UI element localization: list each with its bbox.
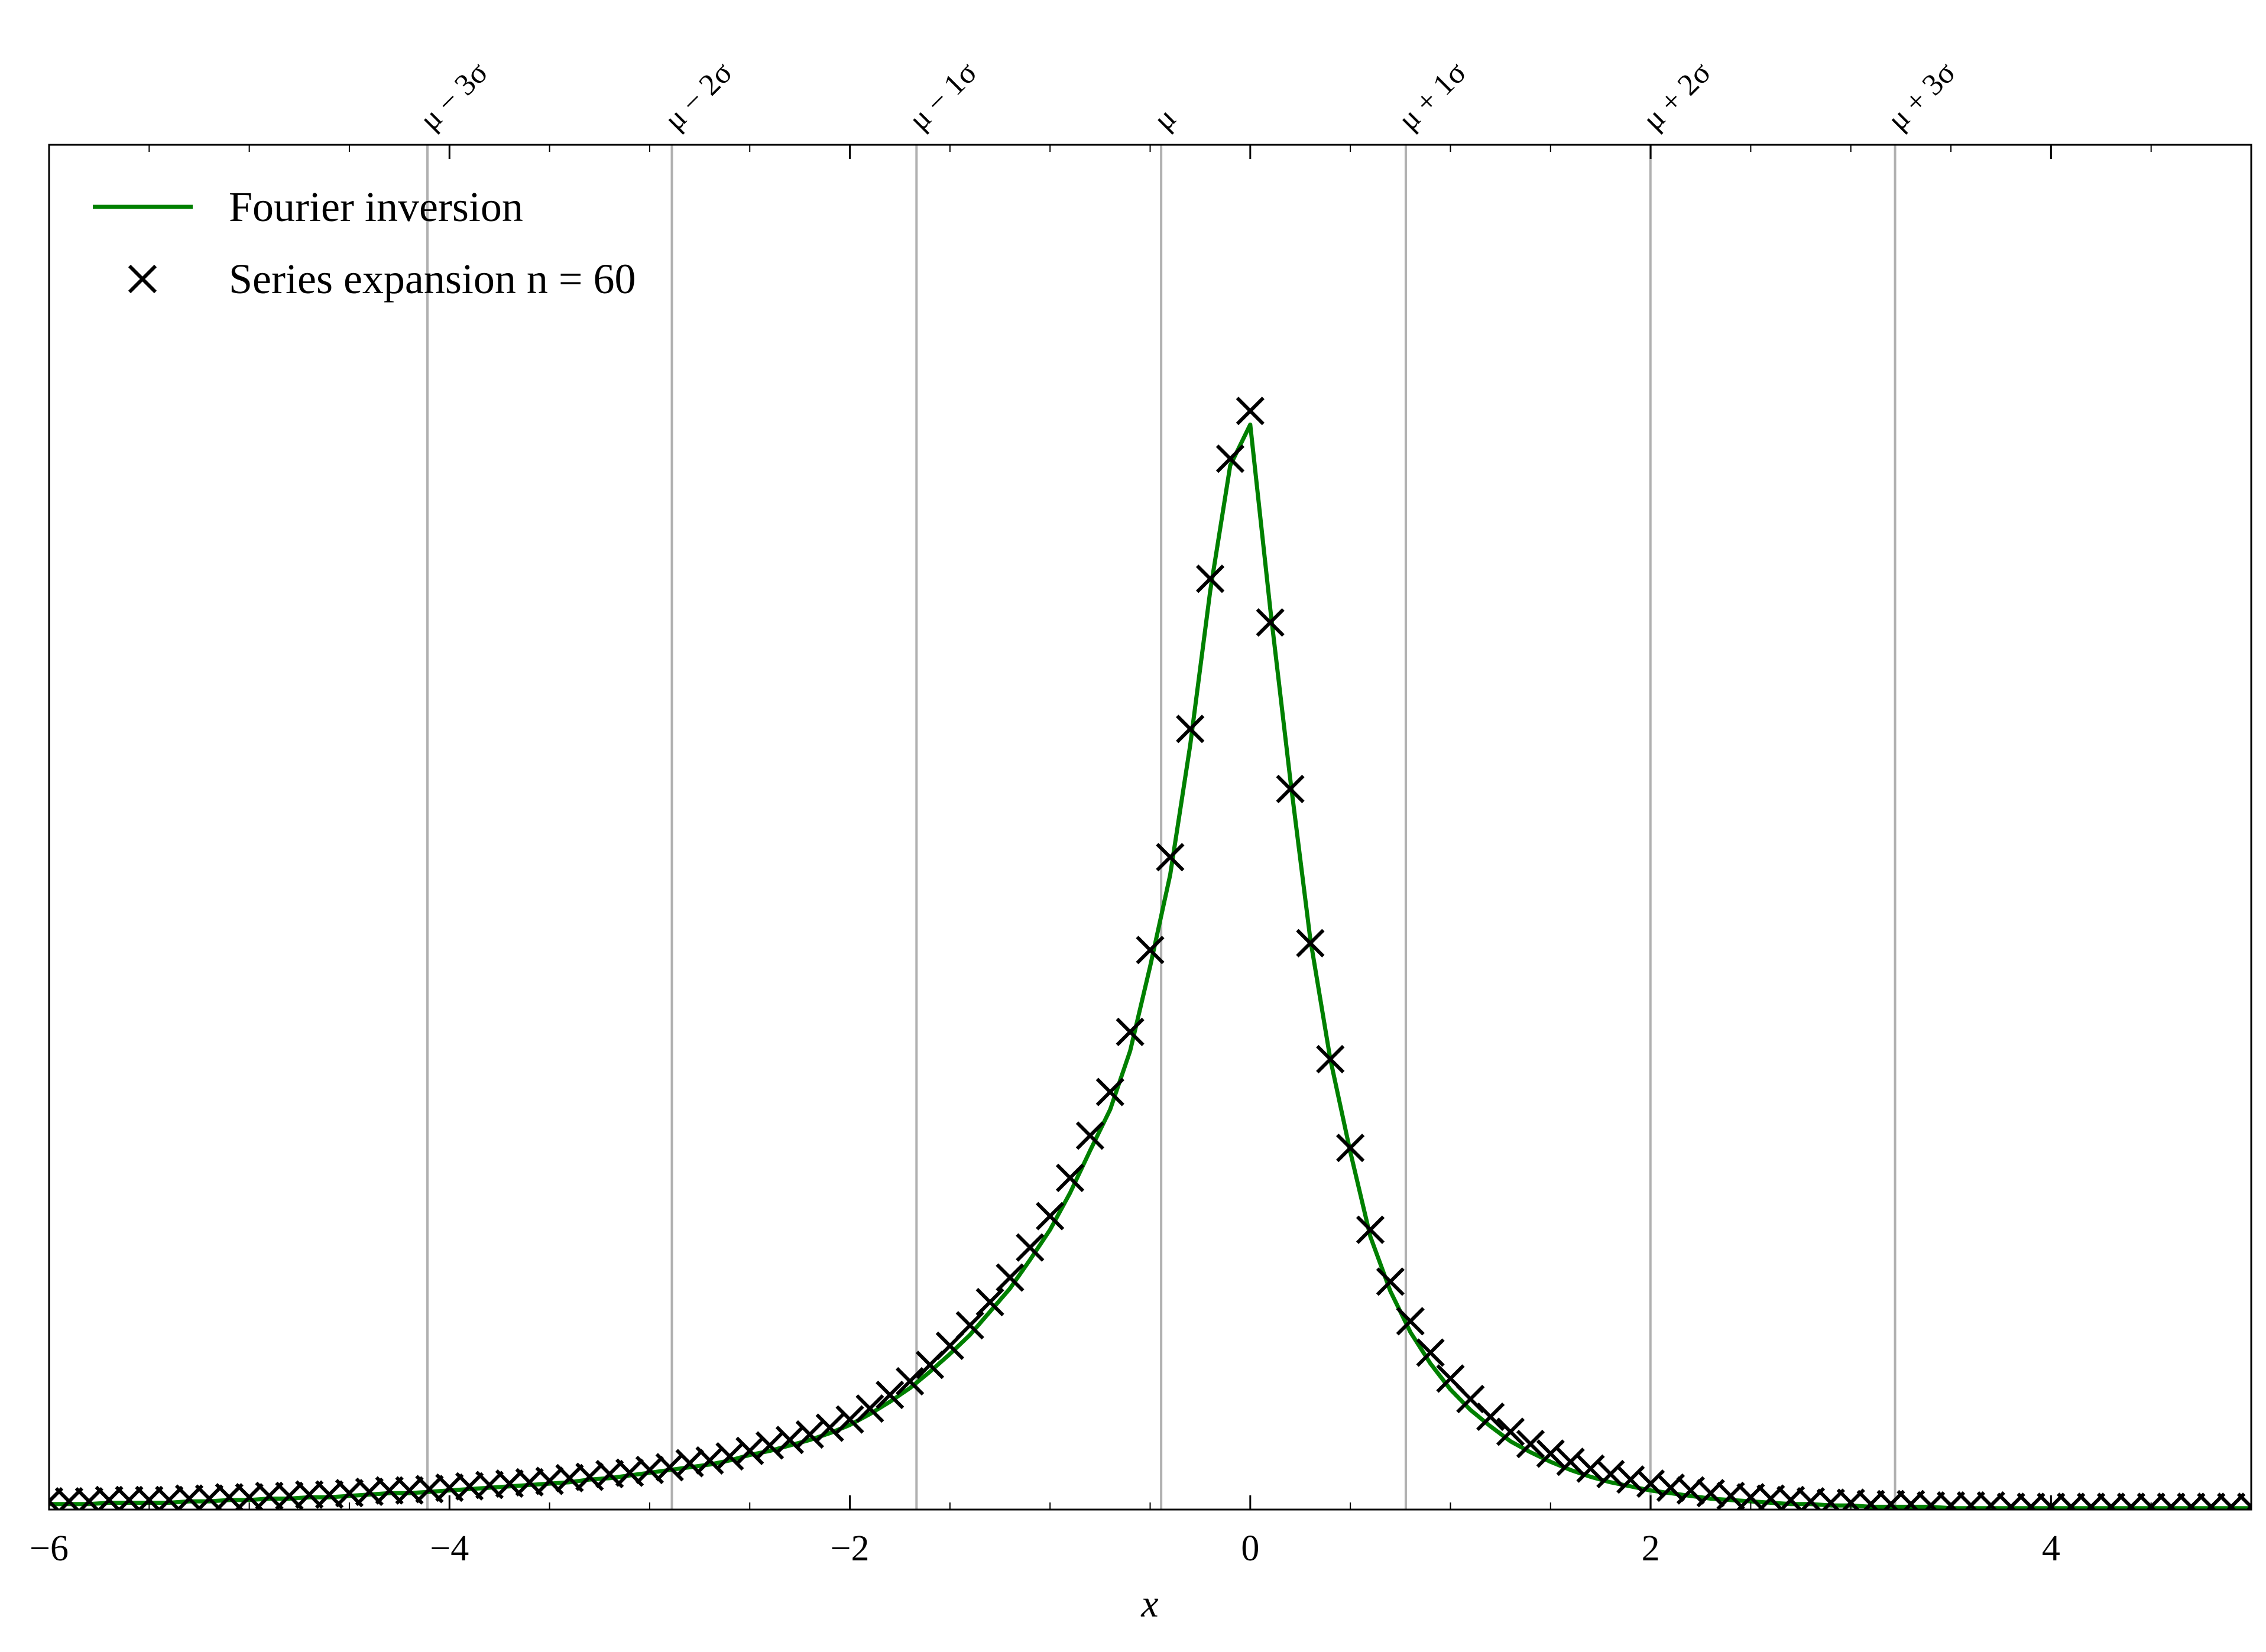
series-marker (1816, 1488, 1845, 1510)
series-marker (1956, 1491, 1986, 1510)
series-marker (1856, 1489, 1885, 1510)
series-marker (1236, 397, 1265, 426)
series-marker (1876, 1489, 1905, 1510)
series-marker (375, 1476, 404, 1505)
series-marker (1136, 936, 1165, 965)
x-tick-label: 4 (2042, 1528, 2060, 1569)
plot-area (49, 397, 2251, 1510)
series-marker (2057, 1492, 2086, 1510)
series-marker (1416, 1338, 1445, 1367)
x-tick-label: 2 (1642, 1528, 1660, 1569)
legend-label: Series expansion n = 60 (229, 255, 636, 303)
series-marker (1917, 1491, 1946, 1510)
series-marker (2096, 1492, 2126, 1510)
x-tick-label: −2 (831, 1528, 870, 1569)
series-marker (1316, 1044, 1345, 1074)
series-marker (896, 1367, 925, 1396)
series-marker (876, 1380, 905, 1410)
series-marker (1116, 1017, 1145, 1046)
series-marker (2217, 1492, 2246, 1510)
series-marker (1256, 608, 1285, 637)
series-marker (1376, 1267, 1405, 1296)
series-marker (1336, 1133, 1365, 1163)
series-marker (1996, 1492, 2025, 1510)
series-marker (1396, 1307, 1425, 1336)
series-marker (2197, 1492, 2226, 1510)
series-marker (755, 1431, 784, 1460)
series-marker (975, 1287, 1004, 1317)
series-marker (735, 1436, 764, 1465)
series-marker (74, 1487, 103, 1510)
series-marker (1156, 843, 1185, 872)
series-marker (2236, 1492, 2251, 1510)
series-marker (1596, 1459, 1625, 1489)
legend: Fourier inversion Series expansion n = 60 (93, 183, 636, 303)
series-marker (1016, 1233, 1045, 1262)
ticks: −6 −4 −2 0 2 4 (30, 145, 2152, 1569)
series-marker (255, 1481, 284, 1510)
series-marker (2116, 1492, 2145, 1510)
series-marker (295, 1480, 324, 1509)
series-line (49, 422, 2251, 1510)
series-marker (1036, 1202, 1065, 1231)
series-marker (54, 1487, 83, 1510)
x-tick-label: −6 (30, 1528, 69, 1569)
legend-label: Fourier inversion (229, 183, 523, 231)
series-marker (955, 1311, 984, 1340)
series-marker (1276, 774, 1305, 803)
series-marker (215, 1483, 244, 1510)
series-marker (1576, 1454, 1605, 1483)
series-marker (1476, 1402, 1505, 1432)
series-marker (1516, 1430, 1545, 1459)
series-marker (815, 1413, 844, 1442)
series-marker (2177, 1492, 2206, 1510)
series-marker (1296, 929, 1325, 958)
x-tick-label: −4 (430, 1528, 469, 1569)
series-marker (1075, 1121, 1105, 1150)
series-marker (1496, 1417, 1525, 1446)
series-marker (1195, 564, 1225, 593)
series-marker (1536, 1439, 1565, 1468)
series-marker (775, 1426, 805, 1455)
series-marker (2076, 1492, 2106, 1510)
series-marker (715, 1442, 744, 1471)
series-marker (855, 1394, 884, 1423)
series-marker (1356, 1215, 1385, 1244)
series-marker (1556, 1447, 1585, 1476)
series-marker (49, 1487, 64, 1510)
series-marker (835, 1405, 864, 1434)
series-marker (795, 1420, 824, 1449)
series-marker (996, 1263, 1025, 1292)
x-tick-label: 0 (1241, 1528, 1259, 1569)
series-marker (1176, 715, 1205, 744)
series-marker (1095, 1077, 1124, 1106)
series-marker (2157, 1492, 2186, 1510)
series-marker (2017, 1492, 2045, 1510)
legend-marker (128, 264, 157, 294)
series-marker (1055, 1163, 1085, 1193)
series-marker (1215, 444, 1245, 473)
x-axis-label: x (1140, 1582, 1158, 1625)
series-marker (174, 1484, 204, 1510)
